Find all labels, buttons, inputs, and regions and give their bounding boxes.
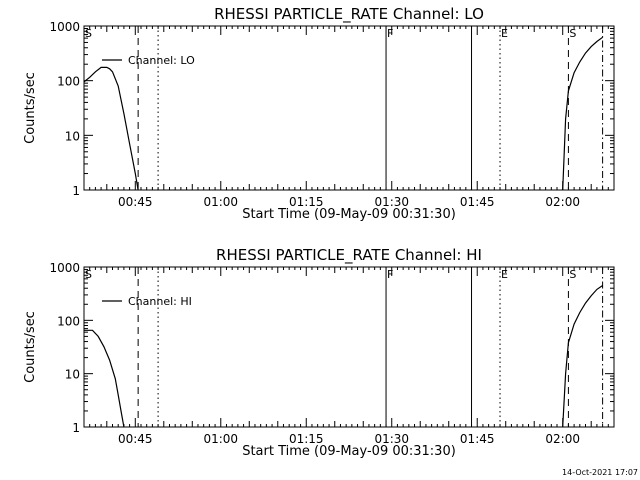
x-tick-label: 01:15	[289, 432, 324, 446]
legend-label: Channel: LO	[128, 54, 195, 67]
timestamp-label: 14-Oct-2021 17:07	[562, 468, 638, 477]
event-marker-label: S	[569, 268, 576, 281]
x-tick-label: 02:00	[545, 432, 580, 446]
y-tick-label: 10	[65, 368, 80, 382]
y-tick-label: 1000	[49, 261, 80, 275]
event-marker-label: F	[387, 27, 393, 40]
x-tick-label: 02:00	[545, 195, 580, 209]
plot-frame	[83, 266, 615, 428]
x-tick-label: 01:45	[460, 432, 495, 446]
x-tick-label: 01:00	[203, 195, 238, 209]
event-marker-label: E	[501, 27, 508, 40]
legend-label: Channel: HI	[128, 295, 192, 308]
series-line	[562, 285, 603, 428]
y-tick-label: 1	[72, 421, 80, 435]
x-tick-label: 01:00	[203, 432, 238, 446]
x-axis-label: Start Time (09-May-09 00:31:30)	[242, 444, 456, 459]
chart-title: RHESSI PARTICLE_RATE Channel: HI	[216, 246, 482, 265]
y-axis-label: Counts/sec	[23, 311, 38, 383]
x-axis-label: Start Time (09-May-09 00:31:30)	[242, 207, 456, 222]
y-tick-label: 100	[57, 75, 80, 89]
y-axis-label: Counts/sec	[23, 72, 38, 144]
series-line	[562, 36, 603, 191]
y-tick-label: 10	[65, 129, 80, 143]
panels: RHESSI PARTICLE_RATE Channel: LO 00:45 01:…	[23, 5, 615, 459]
event-marker-label: E	[501, 268, 508, 281]
y-tick-label: 1000	[49, 20, 80, 34]
event-marker-label: S	[85, 268, 92, 281]
event-marker-label: F	[387, 268, 393, 281]
chart-title: RHESSI PARTICLE_RATE Channel: LO	[214, 5, 484, 24]
x-tick-label: 01:15	[289, 195, 324, 209]
x-tick-label: 00:45	[118, 432, 153, 446]
y-tick-label: 100	[57, 314, 80, 328]
chart-panel-1: RHESSI PARTICLE_RATE Channel: LO 00:45 01:…	[23, 5, 615, 222]
x-tick-label: 01:30	[374, 195, 409, 209]
x-tick-label: 00:45	[118, 195, 153, 209]
x-tick-label: 01:30	[374, 432, 409, 446]
event-marker-label: S	[569, 27, 576, 40]
series-line	[84, 329, 125, 428]
x-tick-label: 01:45	[460, 195, 495, 209]
series-line	[83, 66, 139, 191]
event-marker-label: S	[85, 27, 92, 40]
chart-panel-2: RHESSI PARTICLE_RATE Channel: HI 00:45 01:…	[23, 246, 615, 459]
y-tick-label: 1	[72, 184, 80, 198]
plot-frame	[83, 25, 615, 191]
